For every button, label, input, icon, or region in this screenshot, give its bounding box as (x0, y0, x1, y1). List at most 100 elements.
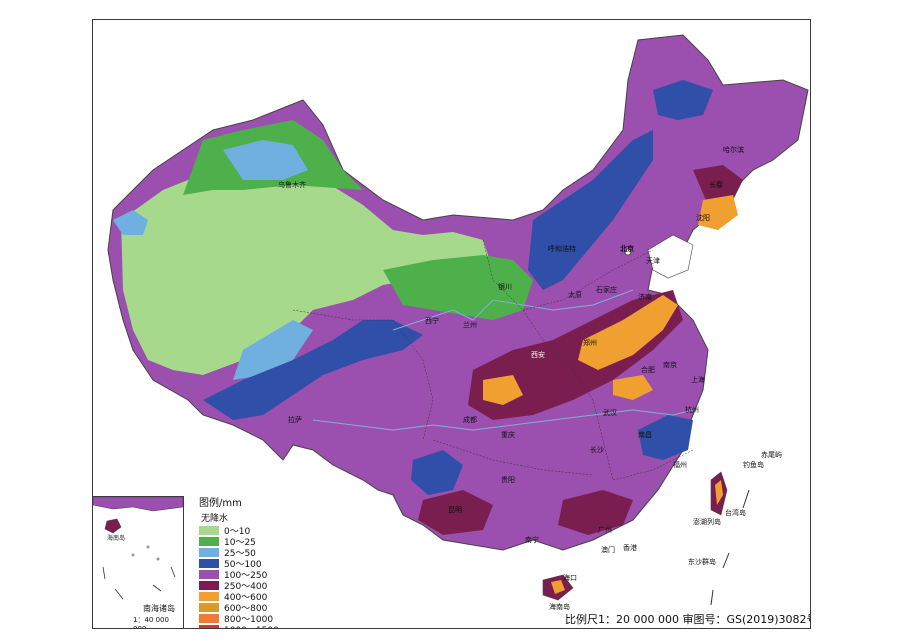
label-huhehaote: 呼和浩特 (548, 245, 576, 253)
zone-250-400-c (418, 490, 493, 535)
label-hongkong: 香港 (623, 544, 637, 552)
label-haikou: 海口 (563, 574, 577, 582)
label-tianjin: 天津 (646, 257, 660, 265)
legend-label: 25～50 (224, 549, 256, 559)
legend-label: 10～25 (224, 538, 256, 548)
label-changchun: 长春 (709, 181, 723, 189)
zone-250-400-b (693, 165, 743, 205)
label-shanghai: 上海 (691, 376, 705, 384)
legend: 图例/mm 无降水 0～10 10～25 25～50 50～100 100～250 250… (199, 494, 289, 628)
legend-no-rain: 无降水 (201, 514, 229, 524)
legend-swatch (199, 526, 219, 535)
inset-scale: 1：40 000 000 (133, 616, 169, 629)
legend-label: 50～100 (224, 560, 262, 570)
zone-250-400-d (558, 490, 633, 535)
label-chengdu: 成都 (463, 416, 477, 424)
legend-title: 图例/mm (199, 498, 242, 509)
legend-rows: 0～10 10～25 25～50 50～100 100～250 250～400 400～60… (199, 525, 289, 628)
legend-swatch (199, 570, 219, 579)
zone-400-600-d (613, 375, 653, 400)
legend-item: 1000～1500 (199, 623, 289, 628)
legend-label: 1000～1500 (224, 623, 279, 628)
inset-title: 南海诸岛 (143, 604, 175, 613)
label-hainan-dao: 海南岛 (549, 603, 570, 611)
legend-label: 100～250 (224, 571, 268, 581)
legend-swatch (199, 592, 219, 601)
label-wuhan: 武汉 (603, 409, 617, 417)
legend-item: 50～100 (199, 558, 289, 570)
legend-swatch (199, 625, 219, 628)
label-haerbin: 哈尔滨 (723, 146, 744, 154)
legend-swatch (199, 614, 219, 623)
label-dongsha: 东沙群岛 (688, 558, 716, 566)
legend-swatch (199, 548, 219, 557)
label-taiyuan: 太原 (568, 291, 582, 299)
scale-note: 比例尺1：20 000 000 审图号：GS(2019)3082号 (565, 613, 811, 626)
label-diaoyu: 钓鱼岛 (743, 461, 764, 469)
legend-swatch (199, 603, 219, 612)
zone-400-600-a (578, 295, 678, 370)
inset-dashes (102, 566, 176, 600)
legend-item: 0～10 (199, 525, 289, 537)
zone-400-600-b (698, 195, 738, 230)
inset-hainan (104, 518, 122, 534)
zone-50-100-c (653, 80, 713, 120)
label-hangzhou: 杭州 (685, 406, 699, 414)
label-changsha: 长沙 (590, 446, 604, 454)
label-lanzhou: 兰州 (463, 321, 477, 329)
label-shenyang: 沈阳 (696, 214, 710, 222)
label-nanning: 南宁 (525, 536, 539, 544)
sea-dashes (710, 489, 750, 606)
legend-label: 600～800 (224, 604, 268, 614)
zone-25-50-c (233, 320, 313, 380)
legend-swatch (199, 581, 219, 590)
legend-label: 0～10 (224, 527, 251, 537)
taiwan-core (715, 480, 723, 505)
zone-400-600-c (483, 375, 523, 405)
label-jinan: 济南 (638, 293, 652, 301)
yellow-river (392, 289, 634, 331)
label-nanchang: 南昌 (638, 431, 652, 439)
inset-dot-1 (146, 545, 150, 549)
inset-dot-2 (156, 557, 160, 561)
label-beijing: 北京 (620, 245, 634, 253)
province-borders (292, 239, 694, 481)
legend-item: 10～25 (199, 536, 289, 548)
legend-item: 800～1000 (199, 613, 289, 625)
label-fuzhou: 福州 (673, 461, 687, 469)
label-hefei: 合肥 (641, 366, 655, 374)
label-macau: 澳门 (601, 546, 615, 554)
legend-swatch (199, 537, 219, 546)
inset-coast (93, 497, 183, 512)
zone-0-10-northwest (121, 170, 493, 375)
zone-50-100-d (638, 415, 693, 460)
beijing-marker (624, 248, 632, 256)
inset-dot-3 (131, 553, 135, 557)
inset-hainan-label: 海南岛 (107, 535, 126, 542)
legend-item: 400～600 (199, 591, 289, 603)
label-guiyang: 贵阳 (501, 476, 515, 484)
zone-50-100-a (203, 320, 423, 420)
legend-swatch (199, 559, 219, 568)
label-yinchuan: 银川 (498, 283, 512, 291)
label-chiwei: 赤尾屿 (761, 451, 782, 459)
legend-item: 100～250 (199, 569, 289, 581)
zone-10-25-b (383, 255, 533, 320)
zone-50-100-b (528, 130, 653, 290)
map-frame: 北京 乌鲁木齐 拉萨 成都 重庆 西安 兰州 西宁 银川 呼和浩特 太原 石家庄… (92, 19, 811, 629)
label-taiwan-dao: 台湾岛 (725, 509, 746, 517)
label-xining: 西宁 (425, 317, 439, 325)
label-guangzhou: 广州 (598, 526, 612, 534)
label-zhengzhou: 郑州 (583, 339, 597, 347)
zone-25-50-a (223, 140, 308, 180)
label-nanjing: 南京 (663, 361, 677, 369)
inset-map (93, 497, 183, 600)
legend-item: 25～50 (199, 547, 289, 559)
precipitation-map (107, 34, 809, 606)
label-penghu: 澎湖列岛 (693, 518, 721, 526)
legend-item: 600～800 (199, 602, 289, 614)
legend-label: 250～400 (224, 582, 268, 592)
zone-25-50-b (113, 210, 148, 235)
yangtze-river (312, 409, 694, 431)
label-lasa: 拉萨 (288, 416, 302, 424)
